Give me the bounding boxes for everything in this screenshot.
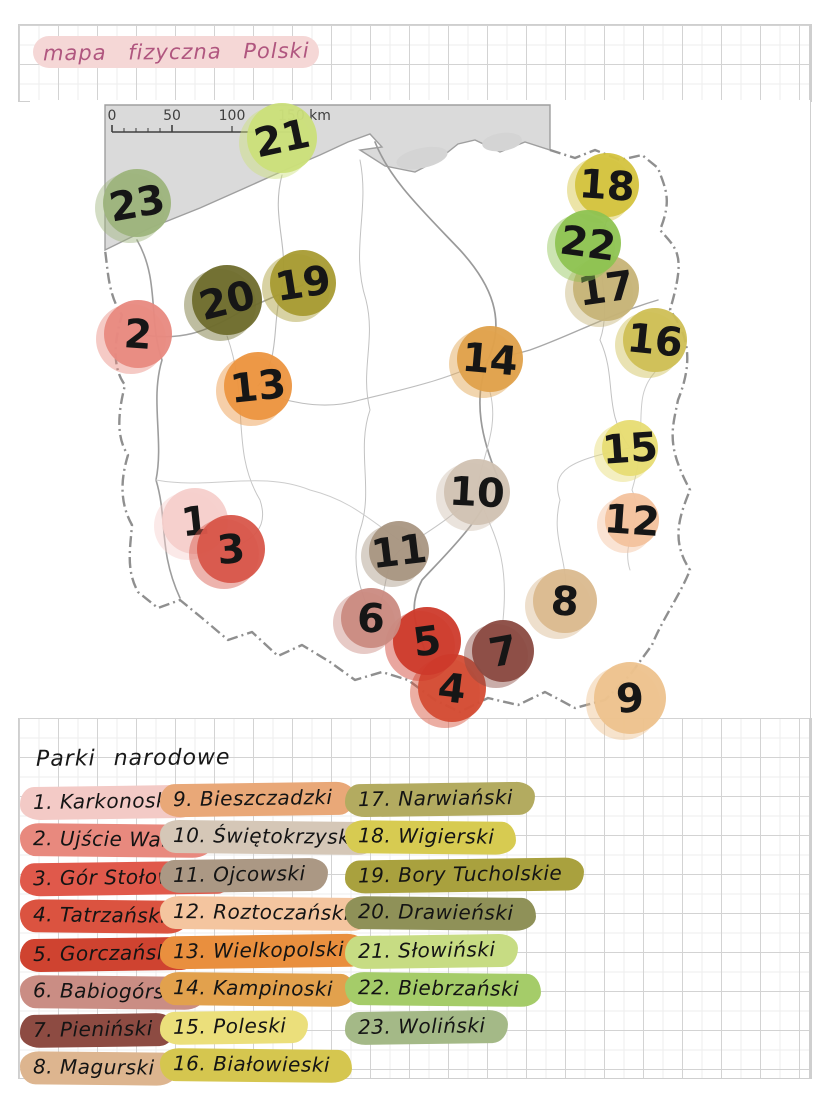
legend-item-label: 10. Świętokrzyski — [172, 822, 357, 849]
legend-column-3: 17. Narwiański 18. Wigierski 19. Bory Tuch… — [344, 781, 585, 1046]
park-marker-number: 16 — [625, 315, 685, 367]
legend-item: 13. Wielkopolski — [159, 933, 367, 970]
park-marker-number: 10 — [448, 469, 506, 518]
legend-item: 18. Wigierski — [344, 820, 517, 855]
park-marker-number: 11 — [369, 526, 430, 578]
legend-item-label: 17. Narwiański — [357, 784, 514, 812]
park-marker-2: 2 — [96, 300, 172, 374]
legend-item-label: 13. Wielkopolski — [172, 936, 345, 964]
legend-item: 12. Roztoczański — [159, 895, 373, 932]
park-marker-10: 10 — [436, 459, 510, 531]
legend-item: 19. Bory Tucholskie — [344, 857, 585, 894]
scale-tick-label: 100 — [219, 108, 246, 124]
page-title: mapa fizyczna Polski — [42, 38, 310, 66]
page-edge-line — [809, 24, 811, 1078]
park-marker-number: 22 — [557, 217, 619, 270]
legend-item: 16. Białowieski — [159, 1047, 353, 1084]
park-marker-18: 18 — [567, 153, 639, 223]
park-marker-23: 23 — [95, 169, 171, 243]
park-marker-number: 3 — [215, 526, 247, 574]
park-marker-number: 5 — [410, 617, 444, 666]
park-marker-number: 8 — [549, 578, 581, 626]
legend-item-label: 22. Biebrzański — [357, 975, 520, 1001]
legend-item-label: 18. Wigierski — [357, 823, 495, 849]
page-title-highlight: mapa fizyczna Polski — [33, 36, 319, 68]
park-marker-number: 18 — [578, 161, 637, 211]
legend-item: 17. Narwiański — [344, 781, 536, 818]
park-marker-14: 14 — [449, 326, 523, 398]
legend-heading: Parki narodowe — [35, 745, 231, 772]
park-marker-number: 2 — [122, 311, 153, 359]
park-marker-number: 4 — [435, 664, 468, 713]
legend-item: 7. Pieniński — [19, 1012, 176, 1049]
park-marker-15: 15 — [594, 420, 659, 482]
park-marker-5: 5 — [385, 607, 461, 681]
park-marker-16: 16 — [615, 308, 687, 378]
legend-item: 11. Ojcowski — [159, 857, 328, 894]
baltic-sea — [104, 104, 551, 252]
legend-item-label: 20. Drawieński — [357, 899, 514, 925]
map-canvas: 050100150 km 123456789101112131415161718… — [95, 103, 692, 740]
legend-item: 8. Magurski — [19, 1051, 177, 1086]
legend-item-label: 5. Gorczański — [32, 940, 176, 967]
park-marker-21: 21 — [239, 103, 317, 179]
park-marker-12: 12 — [597, 493, 661, 553]
scale-tick-label: 0 — [108, 108, 117, 124]
park-marker-number: 21 — [250, 111, 314, 168]
park-marker-9: 9 — [586, 662, 666, 740]
park-marker-number: 19 — [272, 257, 334, 311]
park-marker-3: 3 — [189, 515, 265, 589]
legend-item: 22. Biebrzański — [344, 971, 542, 1008]
legend-item-label: 21. Słowiński — [357, 937, 496, 964]
legend-item-label: 15. Poleski — [172, 1013, 287, 1039]
legend-item: 9. Bieszczadzki — [159, 781, 355, 818]
legend-item-label: 14. Kampinoski — [172, 975, 334, 1001]
park-marker-number: 6 — [356, 595, 386, 642]
legend-item-label: 16. Białowieski — [172, 1051, 331, 1077]
legend-item: 23. Woliński — [344, 1009, 508, 1046]
park-marker-number: 13 — [228, 361, 288, 413]
scale-tick-label: 50 — [163, 108, 181, 124]
park-marker-19: 19 — [262, 250, 336, 322]
legend-item: 14. Kampinoski — [159, 971, 356, 1008]
legend-item-label: 11. Ojcowski — [172, 861, 306, 887]
park-marker-11: 11 — [361, 521, 430, 587]
legend-item-label: 12. Roztoczański — [172, 899, 350, 925]
legend-item: 15. Poleski — [159, 1009, 309, 1046]
legend-item-label: 9. Bieszczadzki — [172, 784, 333, 812]
legend-item: 20. Drawieński — [344, 896, 536, 931]
park-marker-number: 9 — [615, 675, 646, 723]
park-marker-8: 8 — [525, 569, 597, 639]
park-marker-6: 6 — [333, 588, 401, 654]
legend-item-label: 7. Pieniński — [32, 1016, 153, 1042]
legend-item-label: 4. Tatrzański — [32, 902, 167, 928]
park-marker-20: 20 — [184, 265, 262, 341]
poland-border — [103, 148, 692, 714]
park-marker-number: 14 — [460, 335, 519, 386]
legend-item-label: 19. Bory Tucholskie — [357, 860, 563, 888]
park-marker-22: 22 — [547, 210, 621, 282]
park-marker-13: 13 — [216, 352, 292, 426]
legend-item-label: 23. Woliński — [357, 1013, 486, 1039]
park-marker-number: 15 — [601, 424, 660, 474]
park-marker-7: 7 — [464, 620, 534, 688]
legend-item: 21. Słowiński — [344, 933, 518, 970]
park-marker-number: 23 — [106, 177, 169, 232]
park-marker-number: 12 — [603, 496, 662, 546]
legend-item-label: 8. Magurski — [32, 1054, 155, 1080]
poland-map: 050100150 km 123456789101112131415161718… — [30, 100, 810, 740]
legend-item-label: 1. Karkonoski — [32, 788, 175, 815]
